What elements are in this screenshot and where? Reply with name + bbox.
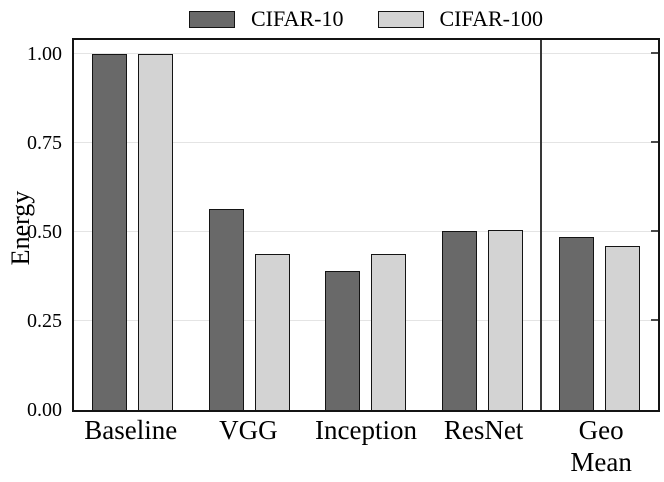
category-group [74,40,191,410]
y-tick-label: 0.75 [27,132,62,154]
legend: CIFAR-10 CIFAR-100 [72,4,660,34]
gridline [74,230,658,232]
gridline [74,52,658,54]
gridline [74,319,658,321]
bars-row [74,40,658,410]
legend-label: CIFAR-100 [439,6,544,31]
x-tick-label: Inception [315,415,417,445]
bar [371,254,407,410]
y-tick-label: 0.00 [27,399,62,421]
y-tick-label: 0.50 [27,221,62,243]
plot-area [72,38,660,412]
gridline [74,141,658,143]
category-group [541,40,658,410]
x-tick-label: VGG [219,415,278,445]
legend-label: CIFAR-10 [251,6,344,31]
category-group [424,40,541,410]
separator-line [540,40,543,410]
y-tick-label: 1.00 [27,43,62,65]
right-tick-mark [651,141,658,143]
bar [137,54,173,410]
bar [488,229,524,410]
bar [254,254,290,410]
bar [442,230,478,410]
y-axis-tick-labels: 0.00 0.25 0.50 0.75 1.00 [0,40,66,420]
category-group [308,40,425,410]
bar [559,236,595,410]
legend-swatch-dark [189,10,235,28]
bar [208,208,244,410]
bar [91,54,127,410]
category-group [191,40,308,410]
right-tick-mark [651,319,658,321]
plot-inner [74,40,658,410]
legend-item: CIFAR-10 [189,6,344,32]
right-tick-mark [651,52,658,54]
x-tick-label: ResNet [443,415,524,445]
x-tick-label: Geo Mean [570,415,632,478]
x-axis-tick-labels: Baseline VGG Inception ResNet Geo Mean [72,414,660,479]
bar [325,271,361,410]
legend-item: CIFAR-100 [377,6,544,32]
x-tick-label: Baseline [84,415,178,445]
right-tick-mark [651,230,658,232]
y-tick-label: 0.25 [27,310,62,332]
legend-swatch-light [377,10,424,28]
bar [605,246,641,410]
